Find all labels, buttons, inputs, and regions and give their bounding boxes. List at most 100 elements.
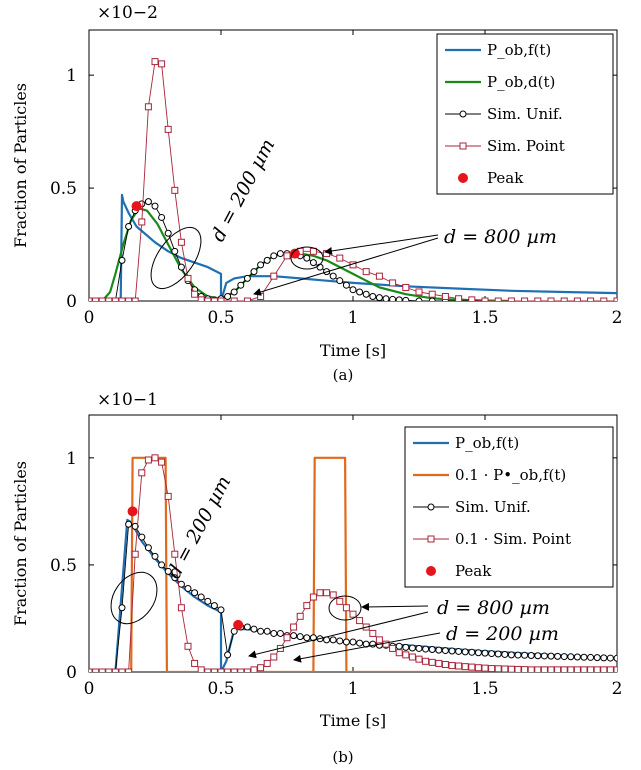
circle-marker [217,606,225,614]
circle-marker [309,259,317,267]
square-marker [336,597,344,605]
series-3 [89,454,617,672]
square-marker [243,297,251,301]
square-marker [243,668,251,672]
circle-marker [138,533,146,541]
circle-marker [580,653,588,661]
circle-marker [382,295,390,301]
square-marker [560,666,568,672]
square-marker [573,666,581,672]
circle-marker [329,636,337,644]
legend-marker [459,110,467,118]
square-marker [527,666,535,672]
square-marker [177,238,185,246]
circle-marker [514,651,522,659]
circle-marker [415,644,423,652]
y-tick-label: 0 [66,292,77,312]
circle-marker [303,254,311,262]
circle-marker [474,649,482,657]
legend-label: Sim. Unif. [455,498,531,516]
circle-marker [349,286,357,294]
circle-marker [455,647,463,655]
square-marker [125,297,133,301]
circle-marker [263,627,271,635]
circle-marker [342,638,350,646]
square-marker [455,662,463,670]
y-tick-label: 1 [66,66,77,86]
square-marker [151,58,159,66]
square-marker [309,593,317,601]
square-marker [606,666,614,672]
circle-marker [224,651,232,659]
square-marker [501,665,509,672]
square-marker [138,218,146,226]
circle-marker [336,277,344,285]
square-marker [329,591,337,599]
square-marker [184,642,192,650]
x-tick-label: 1.5 [471,308,498,328]
circle-marker [342,281,350,289]
circle-marker [606,654,614,662]
annotation-arrow [324,234,439,255]
circle-marker [164,567,172,575]
square-marker [534,297,542,301]
series-4 [127,506,244,630]
legend-label: Peak [487,169,524,187]
circle-marker [593,654,601,662]
square-marker [204,297,212,301]
x-axis-label: Time [s] [320,711,386,730]
square-marker [514,665,522,672]
subcaption: (b) [332,748,353,766]
square-marker [217,668,225,672]
circle-marker [303,634,311,642]
series-line [89,456,617,672]
square-marker [197,666,205,672]
circle-marker [613,654,617,662]
annotation-arrow [248,611,429,659]
circle-marker [402,643,410,651]
circle-marker [125,222,133,230]
x-tick-label: 2 [612,679,623,699]
x-tick-label: 0 [84,679,95,699]
square-marker [521,297,529,301]
square-marker [164,125,172,133]
square-marker [303,602,311,610]
x-tick-label: 1.5 [471,679,498,699]
circle-marker [158,213,166,221]
circle-marker [468,648,476,656]
square-marker [580,666,588,672]
circle-marker [395,296,403,301]
square-marker [316,589,324,597]
square-marker [89,297,93,301]
square-marker [369,629,377,637]
square-marker [587,666,595,672]
circle-marker [389,295,397,301]
square-marker [481,297,489,301]
annotation-label: d = 800 µm [444,226,557,248]
circle-marker [349,638,357,646]
square-marker [389,279,397,287]
circle-marker [296,633,304,641]
peak-marker [127,506,138,517]
circle-marker [461,648,469,656]
annotation-label: d = 200 µm [163,472,235,582]
square-marker [600,297,608,301]
legend-label: Sim. Point [487,137,565,155]
square-marker [402,283,410,291]
square-marker [428,658,436,666]
square-marker [144,103,152,111]
square-marker [547,666,555,672]
square-marker [560,297,568,301]
circle-marker [534,652,542,660]
square-marker [613,297,617,301]
circle-marker [422,645,430,653]
circle-marker [197,593,205,601]
square-marker [494,297,502,301]
circle-marker [573,653,581,661]
square-marker [309,247,317,255]
square-marker [461,663,469,671]
circle-marker [369,292,377,300]
legend: P_ob,f(t) 0.1 · P•_ob,f(t) Sim. Unif. 0.1 ·… [404,426,614,588]
square-marker [336,254,344,262]
